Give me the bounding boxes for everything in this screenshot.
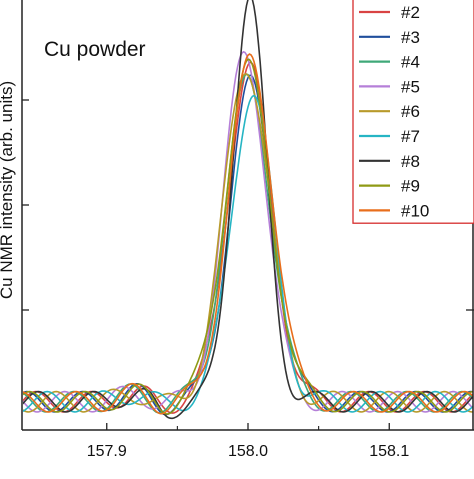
legend-label: #7: [401, 127, 420, 146]
x-tick-labels: 157.9 158.0 158.1: [87, 443, 410, 460]
legend-label: #2: [401, 3, 420, 22]
legend-label: #9: [401, 177, 420, 196]
y-axis-label: Cu NMR intensity (arb. units): [0, 81, 16, 299]
series-line: [23, 0, 473, 420]
chart-title: Cu powder: [44, 38, 146, 61]
legend-label: #3: [401, 28, 420, 47]
legend-label: #10: [401, 201, 429, 220]
legend: #2 #3 #4 #5 #6 #7 #8 #9 #10: [352, 0, 474, 224]
legend-label: #5: [401, 77, 420, 96]
legend-label: #6: [401, 102, 420, 121]
series-line: [23, 53, 473, 415]
legend-label: #8: [401, 152, 420, 171]
x-tick-label: 158.0: [228, 443, 268, 460]
x-tick-label: 157.9: [87, 443, 127, 460]
x-tick-label: 158.1: [369, 443, 409, 460]
legend-label: #4: [401, 53, 420, 72]
plot-area: [23, 0, 473, 420]
series-line: [23, 58, 473, 415]
